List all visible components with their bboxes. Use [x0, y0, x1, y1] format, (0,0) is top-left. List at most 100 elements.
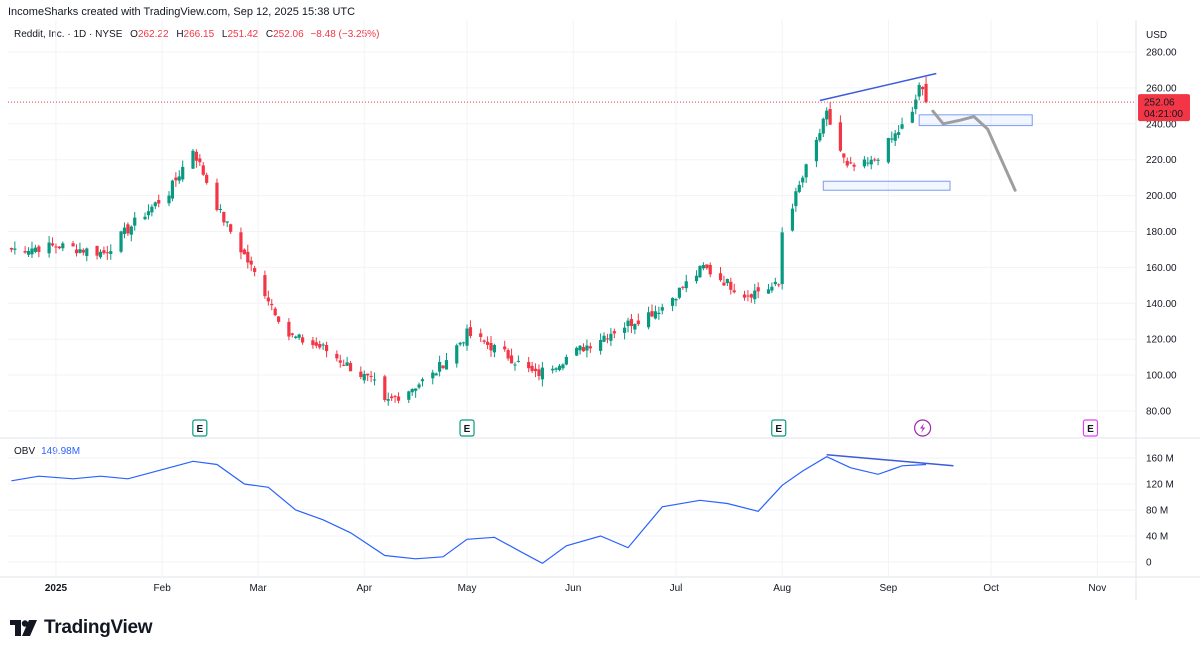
candle-body	[74, 249, 79, 254]
candle-body	[578, 345, 582, 351]
candle-body	[599, 339, 603, 351]
candle-body	[468, 327, 473, 337]
candle-body	[828, 108, 832, 125]
candle-body	[438, 361, 442, 372]
candle-body	[698, 266, 702, 278]
candle-body	[766, 289, 771, 294]
candle-body	[489, 342, 493, 351]
earnings-label: E	[464, 424, 471, 435]
candle-body	[126, 224, 130, 234]
candle-body	[756, 287, 760, 292]
candle-body	[372, 379, 377, 381]
candle-body	[814, 139, 819, 162]
candle-body	[794, 191, 798, 207]
candle-body	[78, 249, 82, 253]
candle-body	[530, 365, 534, 371]
time-tick-label: Aug	[773, 583, 791, 594]
candle-body	[482, 340, 486, 342]
candle-body	[900, 124, 904, 129]
candle-body	[506, 350, 510, 359]
candle-body	[393, 396, 397, 398]
candle-body	[862, 159, 866, 167]
candle-body	[622, 327, 627, 333]
currency-label: USD	[1146, 30, 1168, 41]
candle-body	[119, 231, 123, 252]
earnings-icon	[1082, 419, 1099, 437]
candle-body	[146, 211, 151, 216]
projection-path	[931, 109, 1017, 192]
candle-body	[335, 353, 339, 359]
time-tick-label: Apr	[356, 583, 372, 594]
candle-body	[657, 312, 661, 315]
time-tick-label: Sep	[879, 583, 897, 594]
obv-value: 149.98M	[41, 446, 81, 457]
candle-body	[81, 249, 85, 253]
candle-body	[105, 252, 109, 254]
candle-body	[194, 151, 199, 161]
symbol-name[interactable]: Reddit, Inc. · 1D · NYSE	[14, 29, 123, 40]
obv-line	[11, 456, 927, 565]
candle-body	[434, 373, 438, 376]
candle-body	[311, 340, 315, 346]
price-tick-label: 220.00	[1146, 155, 1177, 166]
open-value: 262.22	[137, 29, 169, 40]
candle-body	[242, 249, 246, 255]
candle-body	[924, 83, 928, 103]
candle-body	[348, 363, 353, 372]
candle-body	[886, 138, 890, 163]
candle-body	[431, 372, 435, 379]
candle-body	[513, 364, 517, 366]
candle-body	[129, 226, 133, 235]
candle-body	[225, 221, 229, 223]
candle-body	[181, 166, 185, 180]
candle-body	[338, 360, 342, 363]
candle-body	[98, 251, 103, 258]
candle-body	[417, 384, 421, 388]
candle-body	[718, 273, 723, 281]
candle-body	[290, 333, 294, 335]
time-tick-label: Jun	[565, 583, 581, 594]
candle-body	[26, 250, 31, 255]
candles-group	[9, 76, 928, 406]
change-value: −8.48 (−3.25%)	[310, 29, 380, 40]
candle-body	[629, 319, 634, 327]
candle-body	[869, 159, 873, 165]
low-value: 251.42	[227, 29, 259, 40]
candle-body	[681, 286, 685, 288]
price-tick-label: 160.00	[1146, 263, 1177, 274]
candle-body	[345, 362, 349, 366]
candle-body	[109, 251, 113, 254]
candle-body	[660, 307, 664, 311]
time-tick-label: May	[458, 583, 477, 594]
candle-body	[30, 248, 34, 255]
obv-name[interactable]: OBV	[14, 446, 36, 457]
candle-body	[50, 243, 55, 246]
candle-body	[790, 208, 795, 231]
candle-body	[218, 208, 222, 210]
candle-body	[441, 365, 445, 369]
candle-body	[222, 211, 226, 223]
candle-body	[191, 150, 195, 169]
candle-body	[636, 320, 640, 325]
candle-body	[300, 337, 305, 343]
candle-body	[564, 356, 568, 365]
candle-body	[85, 248, 89, 256]
candle-body	[729, 281, 733, 290]
candle-body	[742, 294, 747, 298]
candle-body	[554, 368, 558, 370]
price-tick-label: 120.00	[1146, 335, 1177, 346]
tradingview-logo[interactable]: TradingView	[10, 617, 153, 639]
candle-body	[153, 202, 157, 207]
candle-body	[818, 133, 822, 141]
candle-body	[708, 264, 712, 275]
earnings-label: E	[775, 424, 782, 435]
candle-body	[804, 164, 808, 178]
close-value: 252.06	[273, 29, 304, 40]
candle-body	[921, 86, 925, 90]
candle-body	[722, 282, 726, 286]
candle-body	[801, 177, 805, 183]
price-tick-label: 180.00	[1146, 227, 1177, 238]
candle-body	[37, 246, 41, 252]
candle-body	[342, 364, 346, 366]
